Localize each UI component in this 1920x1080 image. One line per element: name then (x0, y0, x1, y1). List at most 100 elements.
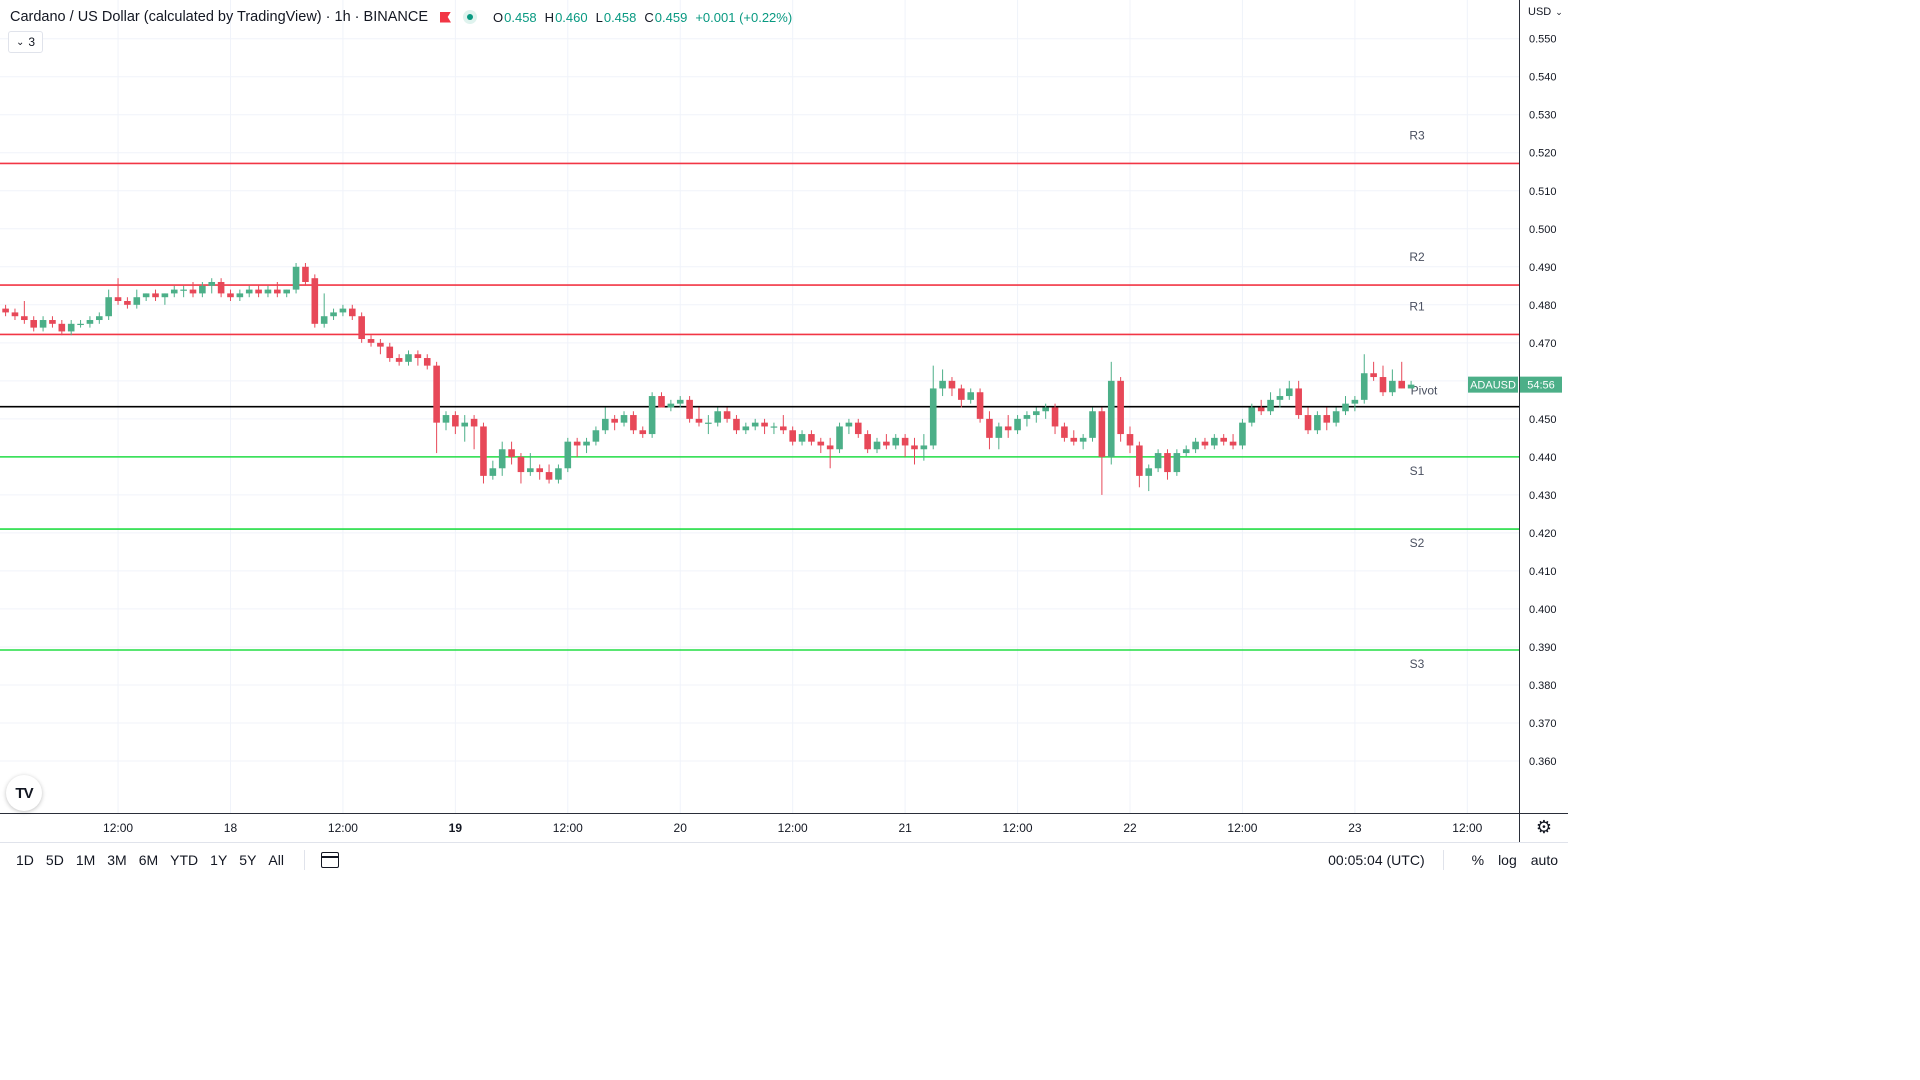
y-tick-label: 0.430 (1529, 490, 1557, 502)
candle-body (808, 434, 815, 442)
x-tick-label: 12:00 (1003, 821, 1033, 835)
chevron-down-icon: ⌄ (15, 36, 25, 48)
candle-body (1014, 418, 1021, 431)
candle-body (686, 399, 693, 419)
y-tick-label: 0.370 (1529, 718, 1557, 730)
candle-body (1182, 449, 1190, 454)
range-5d[interactable]: 5D (45, 852, 64, 868)
candle-body (705, 422, 712, 424)
candle-body (367, 339, 375, 343)
symbol-title[interactable]: Cardano / US Dollar (calculated by Tradi… (10, 9, 428, 25)
currency-selector[interactable]: USD ⌄ (1528, 6, 1563, 18)
y-tick-label: 0.390 (1529, 642, 1557, 654)
candle-body (1070, 437, 1078, 442)
candle-body (152, 293, 159, 298)
range-1y[interactable]: 1Y (210, 852, 228, 868)
candle-body (1173, 453, 1181, 473)
candle-body (58, 323, 66, 332)
candle-body (283, 289, 290, 294)
candle-body (39, 320, 47, 328)
range-all[interactable]: All (268, 852, 284, 868)
range-ytd[interactable]: YTD (170, 852, 199, 868)
candle-body (442, 415, 450, 423)
y-tick-label: 0.500 (1529, 224, 1557, 236)
candle-body (461, 422, 469, 427)
candle-body (423, 358, 431, 366)
candle-body (770, 426, 778, 428)
candle-body (639, 430, 647, 435)
candle-body (1079, 437, 1087, 442)
candle-body (414, 354, 422, 359)
candle-body (11, 312, 19, 317)
y-tick-label: 0.540 (1529, 72, 1557, 84)
candle-body (1285, 388, 1293, 397)
candle-body (592, 430, 600, 442)
indicators-toggle-button[interactable]: ⌄ 3 (8, 31, 43, 53)
candle-body (873, 441, 881, 450)
x-tick-label: 12:00 (1452, 821, 1482, 835)
y-tick-label: 0.420 (1529, 528, 1557, 540)
ohlc-low: 0.458 (603, 9, 637, 25)
gear-icon[interactable]: ⚙ (1535, 817, 1553, 837)
candle-body (1004, 426, 1012, 431)
candle-body (1033, 411, 1040, 416)
candle-body (339, 308, 347, 313)
candle-body (573, 441, 581, 446)
candle-body (452, 415, 459, 427)
log-toggle[interactable]: log (1498, 852, 1517, 868)
range-6m[interactable]: 6M (138, 852, 159, 868)
candle-body (901, 437, 909, 446)
candle-body (1145, 468, 1153, 476)
candle-body (311, 278, 319, 324)
candle-body (189, 289, 197, 294)
chevron-down-icon: ⌄ (1555, 6, 1563, 17)
y-tick-label: 0.480 (1529, 300, 1557, 312)
range-buttons: 1D 5D 1M 3M 6M YTD 1Y 5Y All (10, 847, 290, 873)
candle-body (264, 289, 272, 294)
candle-body (854, 422, 862, 435)
y-tick-label: 0.490 (1529, 262, 1557, 274)
auto-toggle[interactable]: auto (1530, 852, 1558, 868)
candle-body (114, 297, 122, 302)
candle-body (798, 434, 806, 442)
range-5y[interactable]: 5Y (239, 852, 257, 868)
ohlc-change: +0.001 (+0.22%) (695, 9, 793, 25)
y-tick-label: 0.380 (1529, 680, 1557, 692)
ohlc-high: 0.460 (555, 9, 588, 25)
candle-body (583, 441, 590, 446)
candle-body (330, 312, 337, 317)
candle-body (1201, 441, 1209, 446)
x-tick-label: 12:00 (103, 821, 133, 835)
candle-body (555, 468, 562, 480)
y-tick-label: 0.550 (1529, 34, 1557, 46)
candle-body (1136, 445, 1143, 476)
pivot-label-pivot: Pivot (1411, 384, 1438, 398)
range-1d[interactable]: 1D (16, 852, 34, 868)
ohlc-open: 0.458 (504, 9, 537, 25)
candle-body (929, 388, 937, 446)
candle-body (292, 266, 300, 290)
candle-body (742, 426, 750, 431)
candle-body (1407, 384, 1415, 389)
price-tag-symbol-bg (1468, 376, 1518, 393)
ohlc-close: 0.459 (654, 9, 688, 25)
range-3m[interactable]: 3M (107, 852, 127, 868)
candle-body (199, 285, 206, 294)
flag-icon[interactable] (440, 11, 451, 23)
candle-body (751, 422, 759, 427)
candle-body (96, 316, 103, 321)
utc-clock[interactable]: 00:05:04 (UTC) (1328, 852, 1425, 868)
x-tick-label: 18 (224, 821, 238, 835)
calendar-icon[interactable] (320, 852, 339, 868)
candle-body (958, 388, 965, 400)
candle-body (470, 418, 478, 427)
candle-body (723, 411, 731, 419)
x-tick-label: 12:00 (778, 821, 808, 835)
candle-body (1229, 441, 1237, 446)
candle-body (601, 418, 609, 431)
tradingview-logo-icon[interactable]: TV (6, 775, 42, 811)
percent-toggle[interactable]: % (1471, 852, 1485, 868)
candle-body (30, 320, 38, 328)
range-1m[interactable]: 1M (75, 852, 96, 868)
